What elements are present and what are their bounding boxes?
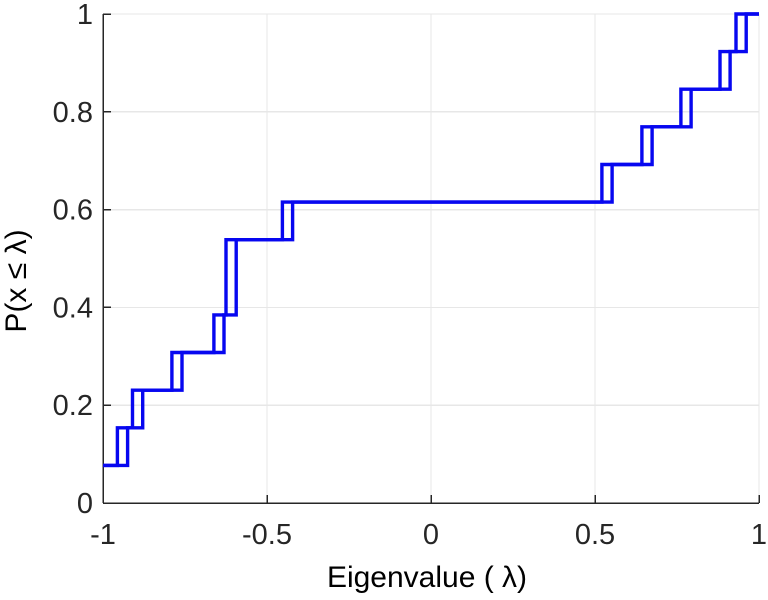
x-tick-label: 1 <box>751 519 767 551</box>
y-tick-label: 0.4 <box>53 292 93 324</box>
x-tick-label: 0 <box>423 519 439 551</box>
ecdf-curves <box>103 12 759 468</box>
x-tick-label: -0.5 <box>242 519 292 551</box>
y-tick-label: 0.8 <box>53 97 93 129</box>
y-tick-label: 0 <box>77 488 93 520</box>
axis-ticks <box>102 13 760 504</box>
y-axis-label: P(x ≤ λ) <box>0 229 33 332</box>
x-tick-label: 0.5 <box>575 519 615 551</box>
x-axis-label: Eigenvalue ( λ) <box>327 561 527 594</box>
axis-tick-labels: -1 -0.5 0 0.5 1 0 0.2 0.4 0.6 0.8 1 <box>53 0 767 551</box>
y-tick-label: 0.2 <box>53 390 93 422</box>
y-tick-label: 0.6 <box>53 195 93 227</box>
y-tick-label: 1 <box>77 0 93 31</box>
x-tick-label: -1 <box>90 519 116 551</box>
gridlines <box>102 13 760 504</box>
ecdf-curve-ecdf-offset-trace <box>103 12 759 468</box>
